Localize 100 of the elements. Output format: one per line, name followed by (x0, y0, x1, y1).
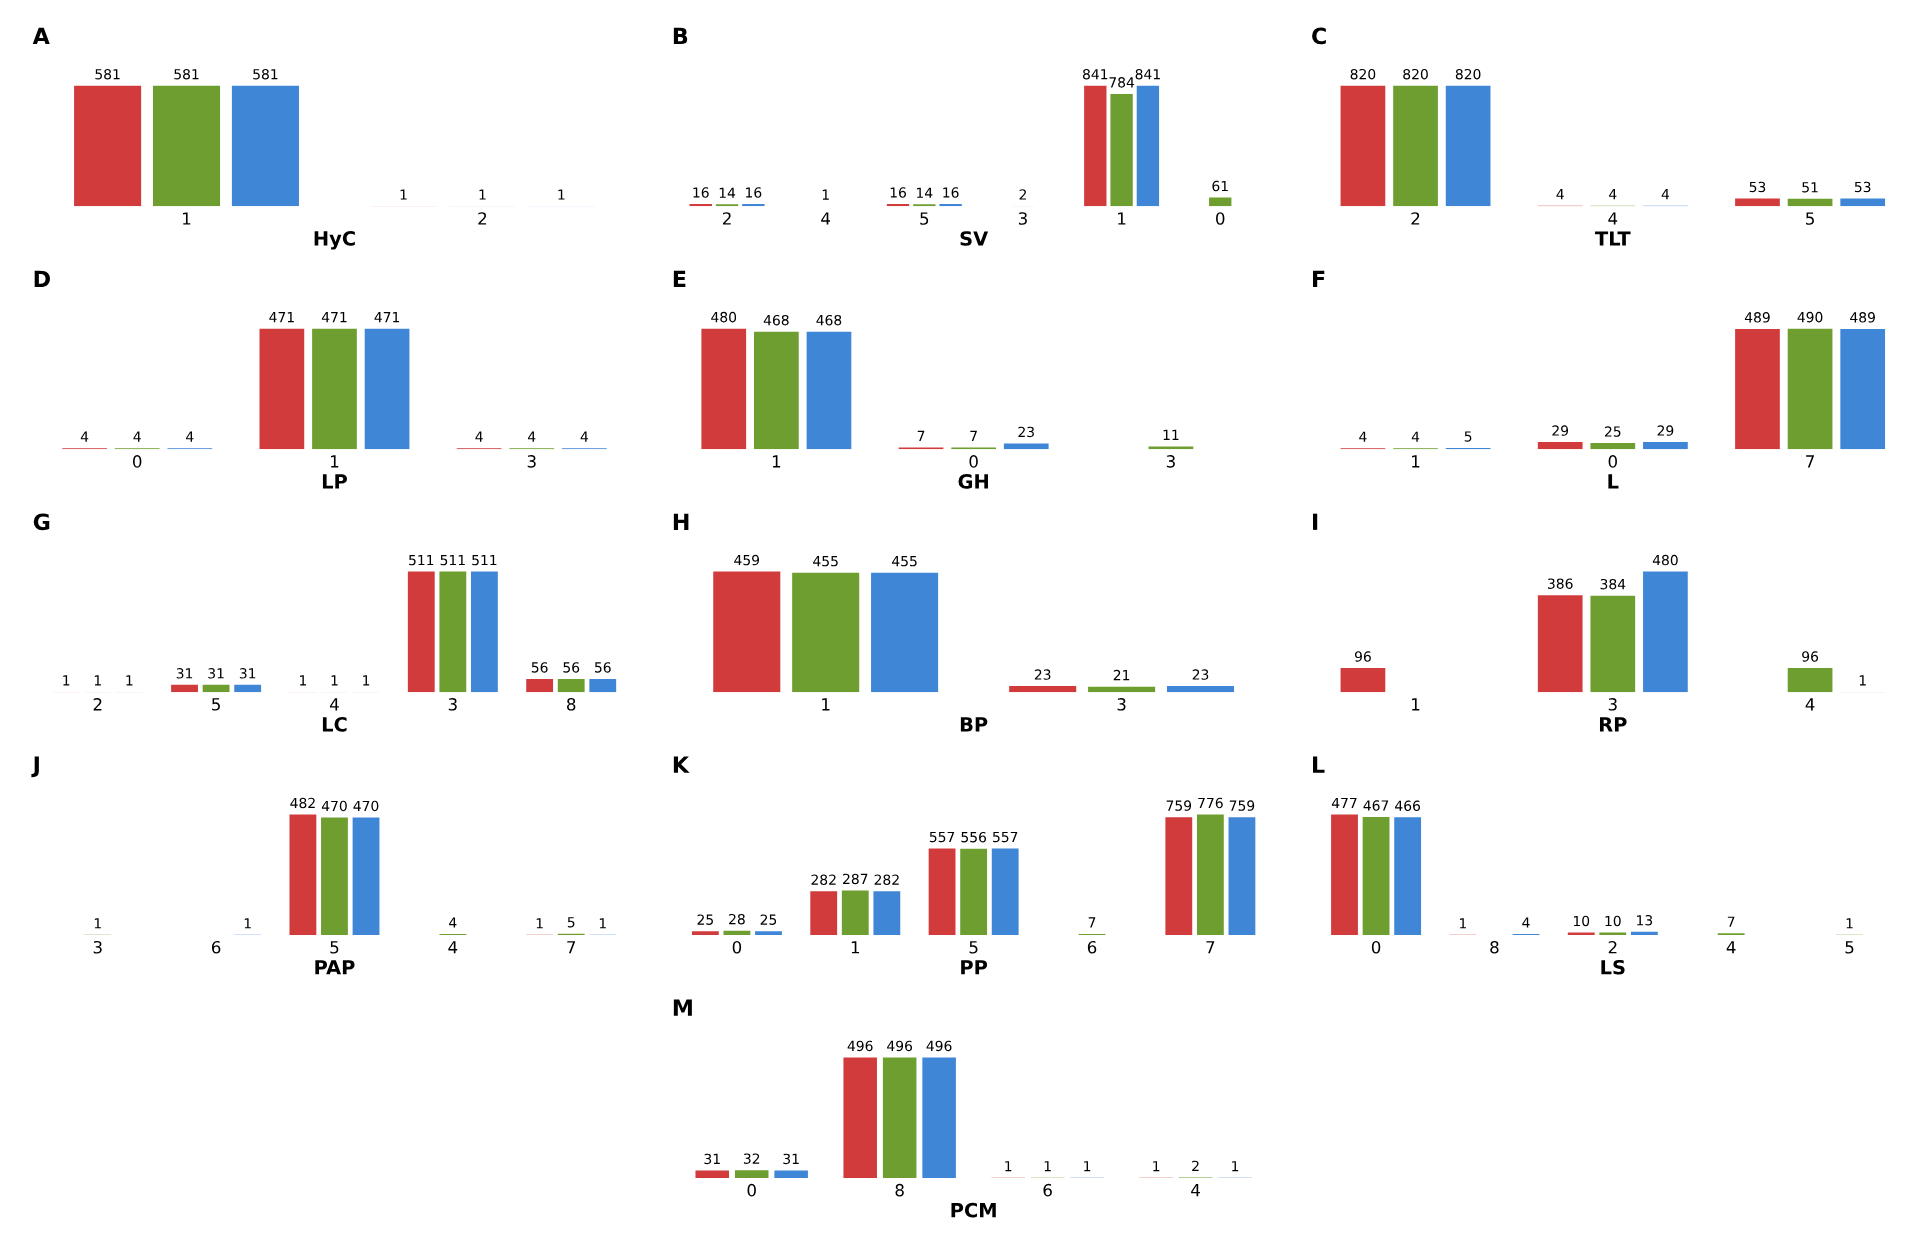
bar (1331, 814, 1358, 936)
bar (1003, 443, 1049, 450)
x-axis-title: HyC (314, 230, 355, 250)
x-tick-label: 3 (527, 455, 536, 468)
chart-title: G (33, 513, 50, 531)
bar (234, 684, 262, 693)
x-tick-label: 1 (772, 455, 781, 468)
bar (1643, 442, 1688, 450)
x-tick-label: 4 (821, 212, 831, 225)
x-tick-label: 3 (1166, 455, 1175, 468)
bar (810, 891, 838, 936)
bar (1340, 85, 1386, 207)
bar (1084, 85, 1107, 207)
bar (1009, 686, 1077, 693)
chart-title: C (1312, 27, 1326, 45)
bar (321, 817, 348, 936)
x-tick-label: 2 (478, 212, 487, 225)
bar (557, 678, 585, 693)
x-tick-label: 4 (1726, 941, 1736, 954)
bar (928, 848, 956, 936)
x-tick-label: 3 (448, 698, 457, 711)
x-tick-label: 4 (448, 941, 458, 954)
chart-title: A (32, 27, 50, 45)
x-tick-label: 0 (1216, 212, 1225, 225)
chart-title: D (34, 270, 50, 287)
bar (713, 571, 781, 693)
bar (1136, 85, 1160, 207)
bar (1445, 85, 1491, 207)
bar (439, 571, 467, 693)
bar (202, 684, 230, 693)
x-tick-label: 8 (1490, 940, 1499, 954)
x-axis-title: L (1608, 474, 1619, 489)
x-axis-title: LS (1601, 959, 1625, 975)
bar (1537, 595, 1583, 693)
bar (1228, 817, 1256, 936)
bar (806, 331, 852, 450)
x-tick-label: 3 (1117, 698, 1126, 711)
chart-title: E (673, 270, 686, 287)
x-tick-label: 5 (969, 941, 978, 954)
bar (871, 572, 939, 693)
bar (1643, 571, 1688, 693)
x-axis-title: TLT (1595, 231, 1631, 246)
x-tick-label: 3 (1018, 212, 1027, 225)
bar (701, 328, 747, 450)
x-tick-label: 5 (212, 698, 220, 711)
x-tick-label: 0 (747, 1183, 756, 1197)
x-tick-label: 0 (1371, 940, 1381, 954)
x-tick-label: 5 (920, 212, 929, 225)
bar (1590, 443, 1636, 450)
bar (1209, 197, 1232, 207)
x-tick-label: 5 (330, 941, 339, 954)
bar (171, 684, 198, 693)
bar (1787, 668, 1833, 693)
x-tick-label: 7 (1806, 455, 1814, 468)
chart-title: M (673, 999, 692, 1016)
x-axis-title: SV (960, 231, 989, 246)
x-tick-label: 1 (1118, 212, 1126, 225)
bar (470, 571, 498, 693)
x-tick-label: 4 (329, 698, 339, 711)
x-tick-label: 1 (183, 212, 191, 225)
bar (1590, 595, 1636, 693)
bar (407, 571, 435, 693)
bar (723, 930, 751, 936)
bar (289, 814, 317, 936)
bar (1362, 817, 1390, 936)
x-tick-label: 2 (1411, 212, 1420, 225)
bar (991, 848, 1019, 936)
bar (695, 1170, 730, 1178)
bar (1166, 686, 1235, 693)
bar (734, 1170, 769, 1178)
bar (1840, 328, 1886, 450)
x-tick-label: 6 (211, 940, 221, 954)
x-axis-title: PP (961, 960, 988, 975)
x-tick-label: 1 (851, 941, 860, 954)
bar (1110, 93, 1133, 207)
bar (960, 848, 988, 936)
bar (873, 891, 901, 936)
bar (1787, 198, 1833, 207)
bar (792, 572, 860, 693)
bar (754, 331, 799, 450)
bar (1735, 328, 1780, 450)
bar (1088, 686, 1156, 693)
chart-title: L (1313, 756, 1325, 773)
x-axis-title: PCM (951, 1202, 996, 1218)
x-tick-label: 5 (1806, 212, 1814, 225)
x-axis-title: RP (1599, 717, 1627, 732)
x-tick-label: 8 (895, 1183, 904, 1197)
chart-title: F (1313, 270, 1325, 287)
x-tick-label: 4 (1805, 698, 1815, 711)
x-tick-label: 3 (93, 940, 102, 954)
x-tick-label: 0 (732, 940, 742, 954)
bar (1537, 442, 1583, 450)
x-tick-label: 4 (1191, 1184, 1200, 1197)
bar (774, 1170, 808, 1178)
bar (843, 1057, 877, 1178)
x-tick-label: 6 (1043, 1183, 1052, 1197)
chart-title: B (673, 27, 688, 45)
bar (1340, 668, 1386, 693)
bar (589, 678, 617, 693)
bar (352, 817, 380, 936)
